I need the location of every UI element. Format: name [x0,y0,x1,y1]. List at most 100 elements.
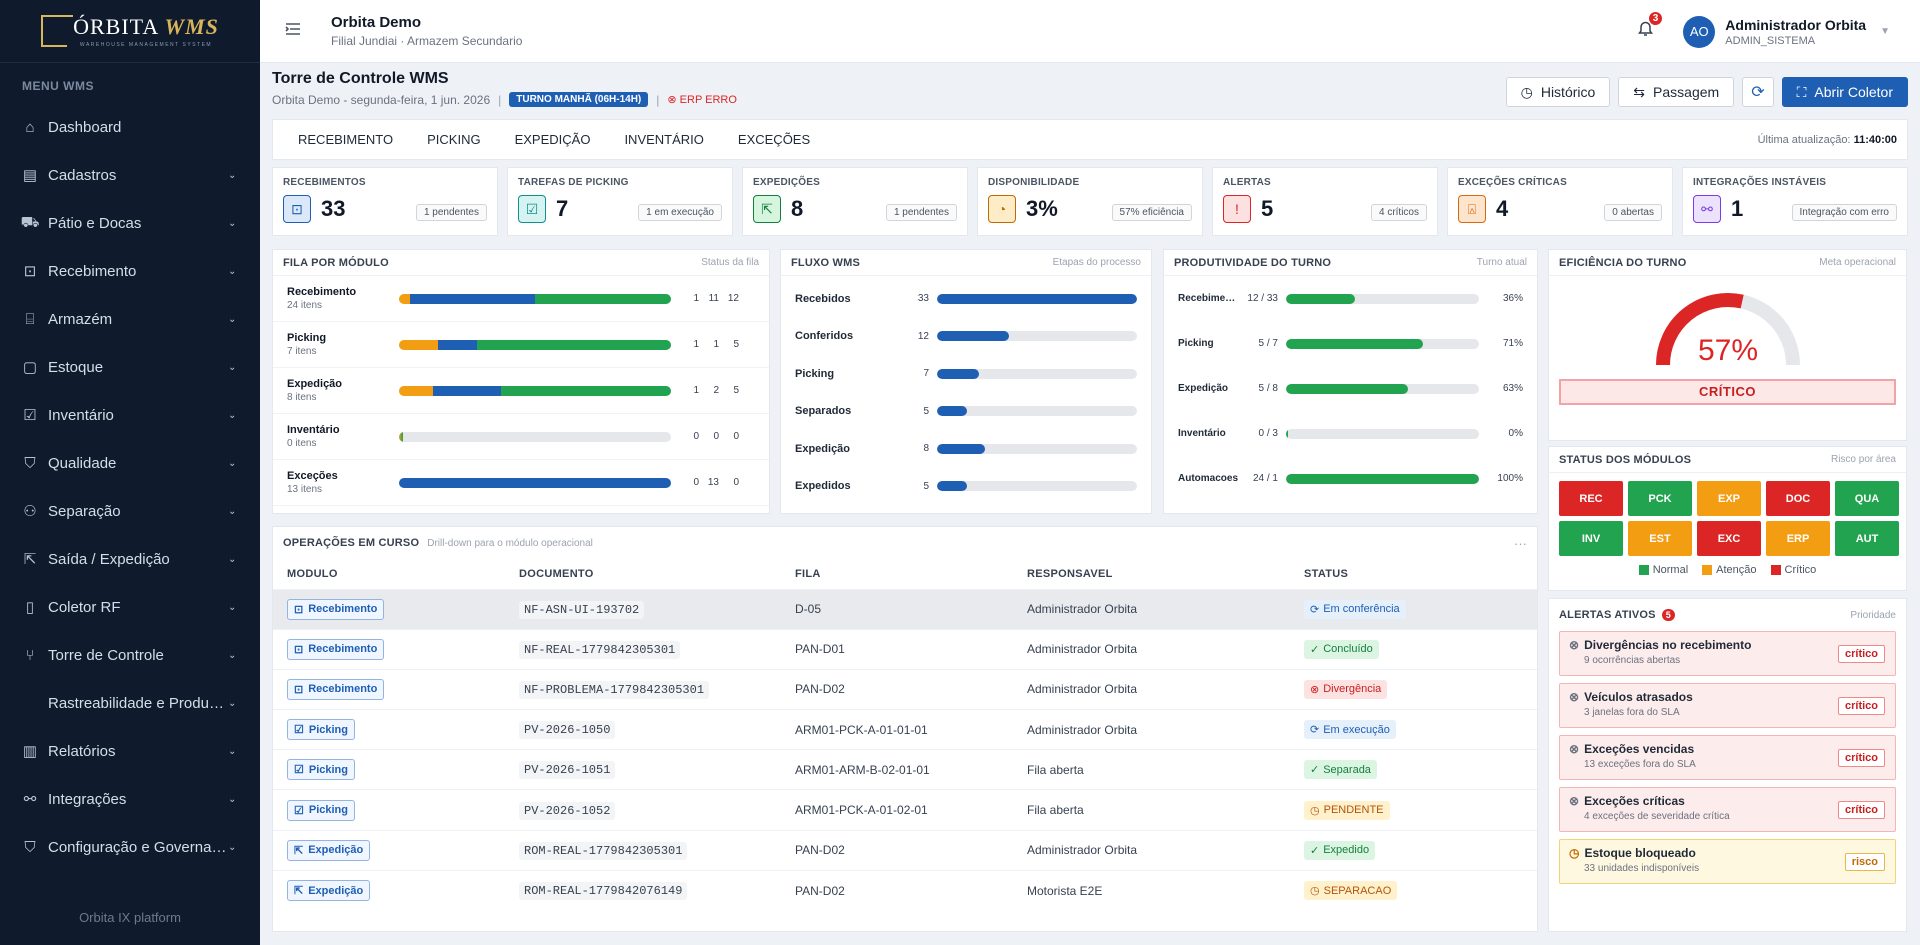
module-pill[interactable]: ☑ Picking [287,759,355,781]
table-row[interactable]: ☑ Picking PV-2026-1050 ARM01-PCK-A-01-01-01… [273,709,1537,750]
tab-0[interactable]: RECEBIMENTO [298,132,394,147]
queue-row[interactable]: Expedição 8 itens 1 2 5 [273,368,769,414]
sidebar-item-0[interactable]: ⌂ Dashboard [0,103,260,151]
column-header[interactable]: FILA [795,567,821,580]
module-pill[interactable]: ☑ Picking [287,719,355,741]
sidebar-item-3[interactable]: ⊡ Recebimento ⌄ [0,247,260,295]
kpi-card[interactable]: RECEBIMENTOS ⊡ 33 1 pendentes [272,167,498,236]
sidebar-item-1[interactable]: ▤ Cadastros ⌄ [0,151,260,199]
productivity-row[interactable]: Automacoes 24 / 1 100% [1164,456,1537,501]
module-pill[interactable]: ⊡ Recebimento [287,638,385,660]
flow-row[interactable]: Recebidos 33 [781,280,1151,318]
document-id[interactable]: NF-ASN-UI-193702 [519,600,645,619]
table-row[interactable]: ⊡ Recebimento NF-ASN-UI-193702 D-05 Administ… [273,588,1537,630]
alert-item[interactable]: ◷ Estoque bloqueado 33 unidades indisponív… [1559,839,1896,884]
module-status-pck[interactable]: PCK [1628,481,1692,516]
erp-status[interactable]: ⊗ ERP ERRO [667,93,737,106]
flow-row[interactable]: Picking 7 [781,355,1151,393]
handover-button[interactable]: ⇆ Passagem [1618,77,1735,107]
module-status-exp[interactable]: EXP [1697,481,1761,516]
document-id[interactable]: PV-2026-1052 [519,801,616,820]
flow-row[interactable]: Conferidos 12 [781,318,1151,356]
queue-row[interactable]: Recebimento 24 itens 1 11 12 [273,276,769,322]
module-status-erp[interactable]: ERP [1766,521,1830,556]
sidebar-item-5[interactable]: ▢ Estoque ⌄ [0,343,260,391]
flow-row[interactable]: Expedição 8 [781,430,1151,468]
column-header[interactable]: STATUS [1304,567,1349,580]
table-row[interactable]: ☑ Picking PV-2026-1051 ARM01-ARM-B-02-01-01… [273,749,1537,790]
module-status-exc[interactable]: EXC [1697,521,1761,556]
more-options-icon[interactable]: ··· [1514,535,1527,551]
productivity-row[interactable]: Recebimento 12 / 33 36% [1164,276,1537,321]
module-status-inv[interactable]: INV [1559,521,1623,556]
table-row[interactable]: ⇱ Expedição ROM-REAL-1779842076149 PAN-D02 M… [273,869,1537,911]
column-header[interactable]: DOCUMENTO [519,567,594,580]
notifications-button[interactable]: 3 [1638,12,1663,42]
table-row[interactable]: ☑ Picking PV-2026-1052 ARM01-PCK-A-01-02-01… [273,789,1537,831]
table-row[interactable]: ⊡ Recebimento NF-PROBLEMA-1779842305301 PAN… [273,668,1537,710]
avatar[interactable]: AO [1683,15,1716,48]
tab-1[interactable]: PICKING [427,132,481,147]
document-id[interactable]: PV-2026-1051 [519,761,616,780]
sidebar-item-7[interactable]: ⛉ Qualidade ⌄ [0,439,260,487]
alert-item[interactable]: ⊗ Exceções vencidas 13 exceções fora do SL… [1559,735,1896,780]
queue-row[interactable]: Picking 7 itens 1 1 5 [273,322,769,368]
history-button[interactable]: ◷ Histórico [1505,77,1611,107]
column-header[interactable]: MODULO [287,567,338,580]
sidebar-item-12[interactable]: Rastreabilidade e Produção ⌄ [0,679,260,727]
sidebar-item-4[interactable]: ⌸ Armazém ⌄ [0,295,260,343]
tab-3[interactable]: INVENTÁRIO [624,132,704,147]
document-id[interactable]: NF-REAL-1779842305301 [519,640,681,659]
kpi-card[interactable]: INTEGRAÇÕES INSTÁVEIS ⚯ 1 Integração com er… [1682,167,1908,236]
module-pill[interactable]: ⊡ Recebimento [287,598,385,620]
sidebar-item-2[interactable]: ⛟ Pátio e Docas ⌄ [0,199,260,247]
tab-4[interactable]: EXCEÇÕES [737,132,811,147]
refresh-button[interactable]: ⟳ [1742,77,1774,107]
document-id[interactable]: ROM-REAL-1779842076149 [519,882,688,901]
sidebar-item-9[interactable]: ⇱ Saída / Expedição ⌄ [0,535,260,583]
module-pill[interactable]: ☑ Picking [287,799,355,821]
alert-item[interactable]: ⊗ Veículos atrasados 3 janelas fora do SLA… [1559,683,1896,728]
module-status-rec[interactable]: REC [1559,481,1623,516]
sidebar-item-13[interactable]: ▥ Relatórios ⌄ [0,727,260,775]
kpi-card[interactable]: EXPEDIÇÕES ⇱ 8 1 pendentes [742,167,968,236]
productivity-row[interactable]: Inventário 0 / 3 0% [1164,411,1537,456]
sidebar-item-14[interactable]: ⚯ Integrações ⌄ [0,775,260,823]
kpi-card[interactable]: EXCEÇÕES CRÍTICAS ⍓ 4 0 abertas [1447,167,1673,236]
sidebar-item-15[interactable]: ⛉ Configuração e Governan... ⌄ [0,823,260,871]
module-status-est[interactable]: EST [1628,521,1692,556]
column-header[interactable]: RESPONSAVEL [1027,567,1113,580]
alert-item[interactable]: ⊗ Exceções críticas 4 exceções de severida… [1559,787,1896,832]
module-status-qua[interactable]: QUA [1835,481,1899,516]
alert-item[interactable]: ⊗ Divergências no recebimento 9 ocorrência… [1559,631,1896,676]
sidebar-item-8[interactable]: ⚇ Separação ⌄ [0,487,260,535]
flow-row[interactable]: Separados 5 [781,393,1151,431]
table-row[interactable]: ⇱ Expedição ROM-REAL-1779842305301 PAN-D02 A… [273,829,1537,871]
kpi-card[interactable]: DISPONIBILIDADE ◔ 3% 57% eficiência [977,167,1203,236]
module-pill[interactable]: ⇱ Expedição [287,839,371,861]
module-pill[interactable]: ⇱ Expedição [287,880,371,902]
open-collector-button[interactable]: ⛶ Abrir Coletor [1781,77,1908,107]
sidebar-item-6[interactable]: ☑ Inventário ⌄ [0,391,260,439]
tab-2[interactable]: EXPEDIÇÃO [514,132,591,147]
sidebar-item-11[interactable]: ⑂ Torre de Controle ⌄ [0,631,260,679]
queue-row[interactable]: Exceções 13 itens 0 13 0 [273,460,769,506]
menu-toggle-icon[interactable] [285,22,301,41]
queue-row[interactable]: Inventário 0 itens 0 0 0 [273,414,769,460]
logo[interactable]: ÓRBITA WMS WAREHOUSE MANAGEMENT SYSTEM [41,14,219,48]
document-id[interactable]: PV-2026-1050 [519,721,616,740]
chevron-down-icon[interactable]: ▼ [1880,26,1890,37]
module-status-aut[interactable]: AUT [1835,521,1899,556]
sidebar-item-10[interactable]: ▯ Coletor RF ⌄ [0,583,260,631]
document-id[interactable]: NF-PROBLEMA-1779842305301 [519,680,710,699]
user-menu[interactable]: Administrador Orbita ADMIN_SISTEMA [1725,17,1866,47]
kpi-card[interactable]: ALERTAS! 5 4 críticos [1212,167,1438,236]
productivity-row[interactable]: Picking 5 / 7 71% [1164,321,1537,366]
productivity-row[interactable]: Expedição 5 / 8 63% [1164,366,1537,411]
kpi-card[interactable]: TAREFAS DE PICKING ☑ 7 1 em execução [507,167,733,236]
flow-row[interactable]: Expedidos 5 [781,468,1151,506]
org-info[interactable]: Orbita Demo Filial Jundiai · Armazem Sec… [331,14,522,48]
table-row[interactable]: ⊡ Recebimento NF-REAL-1779842305301 PAN-D01… [273,628,1537,670]
module-pill[interactable]: ⊡ Recebimento [287,678,385,700]
module-status-doc[interactable]: DOC [1766,481,1830,516]
